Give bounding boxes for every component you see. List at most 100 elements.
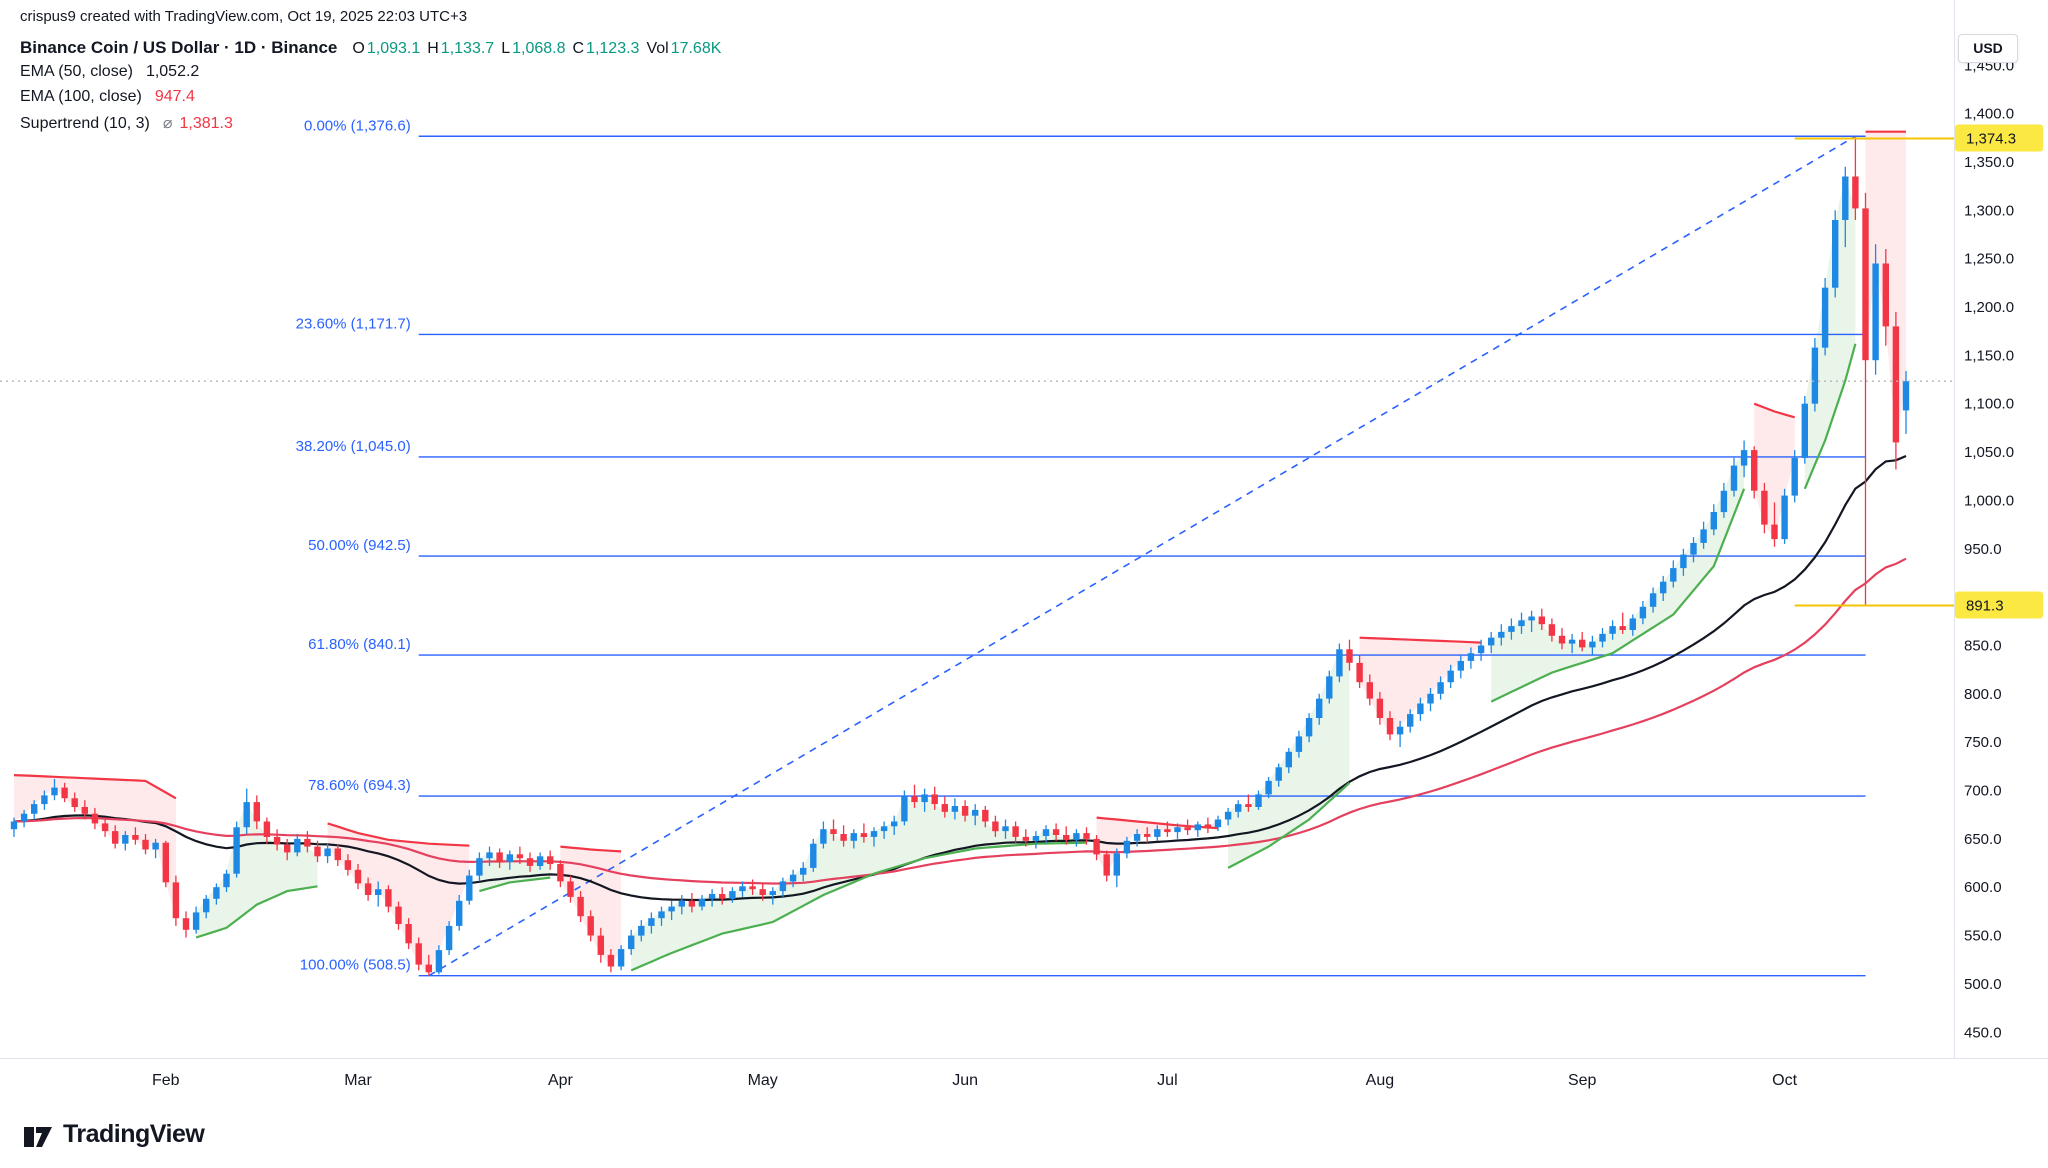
candle [1811,347,1819,404]
price-flag[interactable] [1955,124,2043,152]
supertrend-line[interactable] [560,845,622,853]
indicator-row-ema50[interactable]: EMA (50, close) 1,052.2 [20,63,721,88]
candle [749,886,756,890]
candle [496,852,503,863]
high-value: 1,133.7 [440,40,495,57]
candle [101,823,109,832]
candle [1882,263,1889,327]
candle [1305,718,1313,737]
candle [1467,653,1475,661]
attribution-text: crispus9 created with TradingView.com, O… [20,8,468,25]
candle [860,833,868,837]
price-tick-label: 850.0 [1964,638,2002,655]
price-flag[interactable] [1955,591,2043,619]
supertrend-line[interactable] [327,822,470,847]
supertrend-line[interactable] [1359,636,1482,644]
candle [759,889,766,895]
candle [435,950,443,973]
candle [779,881,787,892]
candle [1609,626,1616,634]
chart-legend: Binance Coin / US Dollar · 1D · Binance … [20,38,721,138]
ema-100-line[interactable] [13,557,1907,885]
candle [1194,824,1201,831]
supertrend-value: 1,381.3 [179,115,233,132]
candle [182,918,190,930]
tradingview-logo-text: TradingView [63,1119,205,1148]
candle [456,900,463,926]
candle [1123,840,1131,854]
candle [1518,620,1525,627]
supertrend-fill [196,802,318,938]
candle [223,873,230,888]
candle [830,829,837,834]
candle [1326,676,1333,699]
candle [51,787,58,796]
symbol-title[interactable]: Binance Coin / US Dollar · 1D · Binance [20,38,338,57]
open-value: 1,093.1 [366,40,421,57]
candle [192,912,200,930]
supertrend-line[interactable] [195,885,318,939]
supertrend-line[interactable] [479,876,551,893]
candle [891,821,898,827]
price-flag-label: 1,374.3 [1966,131,2016,148]
candle [911,796,918,803]
candle [931,794,938,805]
ohlc-high: H 1,133.7 [427,40,494,58]
candle [1113,853,1120,876]
candle [739,886,746,892]
supertrend-line[interactable] [1803,343,1857,490]
tradingview-logo-icon [24,1127,52,1147]
candle [253,802,260,822]
indicator-row-ema100[interactable]: EMA (100, close) 947.4 [20,88,721,113]
price-tick-label: 950.0 [1964,541,2002,558]
time-axis[interactable] [0,1058,1954,1168]
ema-50-line[interactable] [13,454,1907,902]
tradingview-logo[interactable]: TradingView [22,1118,205,1150]
supertrend-line[interactable] [630,841,1087,972]
candle [1710,512,1717,530]
month-label: Mar [344,1072,372,1089]
ema50-name: EMA (50, close) [20,63,133,80]
candle [284,844,291,853]
candle [1801,403,1808,458]
symbol-legend-row[interactable]: Binance Coin / US Dollar · 1D · Binance … [20,38,721,63]
price-tick-label: 1,300.0 [1964,202,2014,219]
candle [1528,616,1535,621]
candle [1042,829,1050,836]
candle [547,856,554,864]
candle [1902,381,1910,411]
candle [1892,326,1900,443]
trend-line[interactable] [428,135,1856,977]
close-value: 1,123.3 [586,40,640,57]
candle [1670,568,1677,582]
supertrend-line[interactable] [1753,402,1796,419]
candle [1477,645,1485,654]
supertrend-line[interactable] [1227,781,1351,869]
candle [1214,819,1222,828]
candle [1599,633,1606,642]
candle [1579,639,1586,648]
currency-selector[interactable]: USD [1958,34,2018,63]
supertrend-fill [14,775,176,919]
candle [1680,554,1687,569]
candle [1093,838,1100,855]
price-tick-label: 1,000.0 [1964,492,2014,509]
price-axis[interactable] [1954,0,2048,1058]
candle [1032,836,1040,841]
month-label: Apr [548,1072,574,1089]
candle [992,821,999,832]
candle [1103,854,1110,876]
candle [850,833,857,841]
month-label: Jun [952,1072,978,1089]
candle [1568,639,1576,644]
indicator-row-supertrend[interactable]: Supertrend (10, 3) ⌀ 1,381.3 [20,113,721,138]
candle [1073,833,1080,840]
candle [1083,833,1090,839]
candle [112,831,119,844]
candle [587,916,594,936]
supertrend-line[interactable] [1490,488,1746,703]
candle [395,906,402,924]
supertrend-line[interactable] [13,774,177,800]
price-tick-label: 750.0 [1964,734,2002,751]
